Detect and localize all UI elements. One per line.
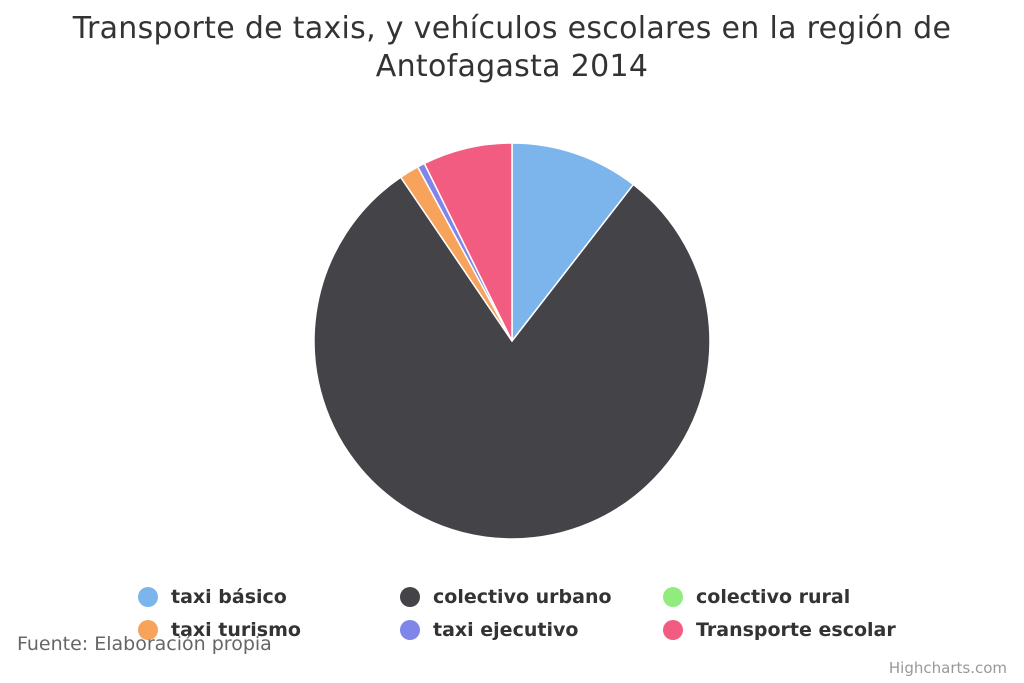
legend-label: colectivo urbano [433, 586, 612, 608]
legend-label: colectivo rural [696, 586, 851, 608]
pie-slice-colectivo-urbano[interactable] [313, 176, 711, 540]
credits-link[interactable]: Highcharts.com [888, 659, 1007, 677]
legend-marker [663, 620, 683, 640]
legend: taxi básico colectivo urbano colectivo r… [0, 586, 1024, 650]
chart-title: Transporte de taxis, y vehículos escolar… [72, 11, 952, 84]
legend-label: taxi ejecutivo [433, 619, 579, 641]
legend-marker [138, 587, 158, 607]
source-note: Fuente: Elaboración propia [17, 633, 272, 655]
legend-item-transporte-escolar[interactable]: Transporte escolar [663, 619, 896, 641]
pie-slice-transporte-escolar[interactable] [423, 142, 513, 342]
legend-marker [663, 587, 683, 607]
legend-item-taxi-basico[interactable]: taxi básico [138, 586, 287, 608]
legend-item-taxi-turismo[interactable]: taxi turismo [138, 619, 301, 641]
pie-slice-taxi-b-sico[interactable] [511, 142, 635, 342]
legend-item-taxi-ejecutivo[interactable]: taxi ejecutivo [400, 619, 578, 641]
legend-item-colectivo-urbano[interactable]: colectivo urbano [400, 586, 612, 608]
legend-item-colectivo-rural[interactable]: colectivo rural [663, 586, 850, 608]
legend-label: taxi turismo [171, 619, 301, 641]
legend-label: taxi básico [171, 586, 287, 608]
legend-marker [400, 587, 420, 607]
legend-marker [138, 620, 158, 640]
legend-marker [400, 620, 420, 640]
legend-label: Transporte escolar [696, 619, 896, 641]
